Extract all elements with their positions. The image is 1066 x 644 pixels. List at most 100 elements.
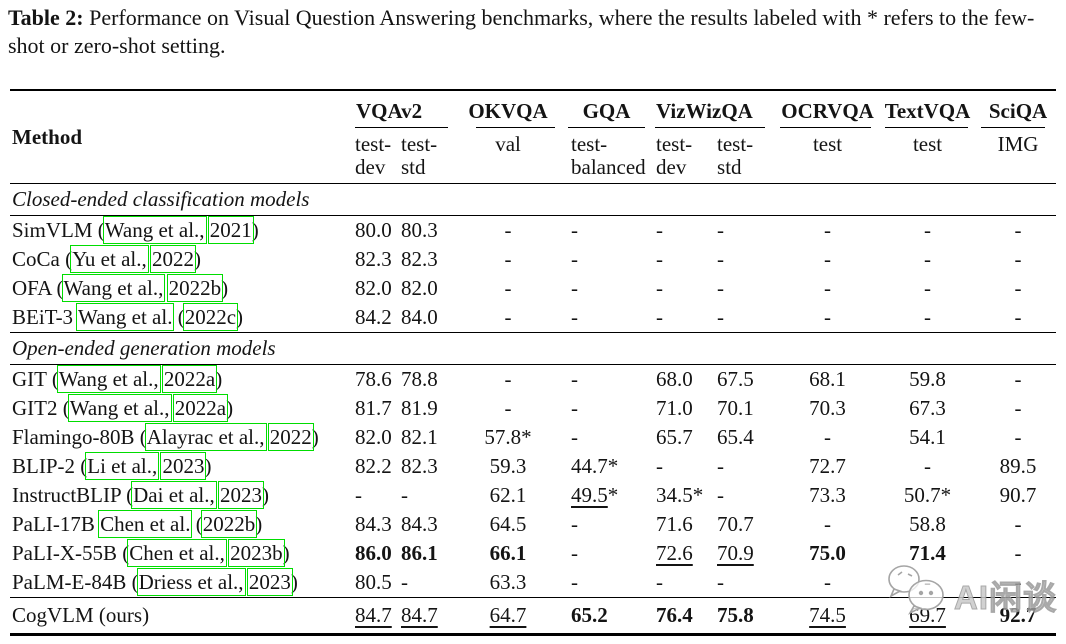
- method-cell: PaLI-17B Chen et al. (2022b): [10, 510, 353, 539]
- method-cell: GIT2 (Wang et al., 2022a): [10, 394, 353, 423]
- value-cell: -: [571, 541, 579, 565]
- value-cell: 84.0: [401, 305, 438, 329]
- value-cell: 70.3: [809, 396, 846, 420]
- method-cell: BEiT-3 Wang et al. (2022c): [10, 303, 353, 333]
- citation-box: Wang et al.,: [102, 216, 207, 244]
- group-underline-rule: [981, 127, 1046, 128]
- method-cell: Flamingo-80B (Alayrac et al., 2022): [10, 423, 353, 452]
- value-cell: -: [1014, 570, 1022, 594]
- value-cell: -: [824, 218, 832, 242]
- citation-box: 2022a: [161, 365, 218, 393]
- value-cell: -: [571, 570, 579, 594]
- group-underline-rule: [655, 127, 766, 128]
- column-subheader: test- std: [717, 132, 754, 179]
- citation-box: 2022: [267, 423, 314, 451]
- table-head: Method VQAv2 OKVQA GQA VizWizQA OCRVQA TextVQA…: [10, 90, 1057, 184]
- method-text: [265, 425, 270, 449]
- citation-box: Wang et al.,: [56, 365, 161, 393]
- value-cell: -: [504, 396, 512, 420]
- benchmark-group-header: GQA: [558, 90, 655, 128]
- value-cell: 84.3: [401, 512, 438, 536]
- value-cell: 82.3: [401, 454, 438, 478]
- value-cell: 82.0: [355, 276, 392, 300]
- citation-box: Chen et al.,: [127, 539, 227, 567]
- value-cell: 92.7: [980, 598, 1056, 635]
- value-cell: 90.7: [999, 483, 1037, 507]
- benchmark-group-label: OKVQA: [468, 99, 548, 123]
- method-text: ): [221, 276, 229, 300]
- citation-box: 2023b: [228, 539, 285, 567]
- citation-box: 2021: [207, 216, 254, 244]
- method-text: Flamingo-80B (: [12, 425, 147, 449]
- metric-value: 66.1: [489, 541, 527, 565]
- value-cell: 80.3: [401, 218, 438, 242]
- method-text: PaLI-17B: [12, 512, 101, 536]
- section-title: Closed-ended classification models: [12, 187, 310, 211]
- method-cell: InstructBLIP (Dai et al., 2023): [10, 481, 353, 510]
- citation-box: Chen et al.: [98, 510, 193, 538]
- value-cell: 86.1: [400, 539, 458, 568]
- header-split-row: test- dev test- std val test- balanced test-…: [10, 128, 1056, 184]
- value-cell: 89.5: [999, 454, 1037, 478]
- citation-box: Wang et al.: [75, 303, 175, 331]
- value-cell: -: [924, 218, 932, 242]
- value-cell: 34.5*: [656, 483, 704, 507]
- method-cell: PaLM-E-84B (Driess et al., 2023): [10, 568, 353, 598]
- value-cell: 82.0: [401, 276, 438, 300]
- method-text: ): [255, 512, 263, 536]
- table-row: BEiT-3 Wang et al. (2022c) 84.2 84.0- - - - - -…: [10, 303, 1056, 333]
- method-text: (: [190, 512, 203, 536]
- method-cell: PaLI-X-55B (Chen et al., 2023b): [10, 539, 353, 568]
- method-text: PaLM-E-84B (: [12, 570, 139, 594]
- method-text: ): [226, 396, 234, 420]
- caption-label: Table 2:: [8, 5, 84, 30]
- value-cell: -: [571, 367, 579, 391]
- value-cell: -: [1014, 396, 1022, 420]
- value-cell: -: [1014, 305, 1022, 329]
- method-text: BLIP-2 (: [12, 454, 88, 478]
- table-row: BLIP-2 (Li et al., 2023) 82.2 82.3 59.3 44.7…: [10, 452, 1056, 481]
- citation-box: 2022c: [182, 303, 239, 331]
- method-text: ): [193, 247, 201, 271]
- value-cell: 84.7: [353, 598, 400, 635]
- value-cell: 64.7: [458, 598, 558, 635]
- results-table: Method VQAv2 OKVQA GQA VizWizQA OCRVQA TextVQA…: [10, 89, 1057, 636]
- value-cell: 73.3: [809, 483, 846, 507]
- value-cell: -: [504, 367, 512, 391]
- method-cell: OFA (Wang et al., 2022b): [10, 274, 353, 303]
- table-row: PaLI-X-55B (Chen et al., 2023b) 86.0 86.1 6…: [10, 539, 1056, 568]
- benchmark-group-header: OKVQA: [458, 90, 558, 128]
- value-cell: -: [656, 276, 664, 300]
- results-table-container: Method VQAv2 OKVQA GQA VizWizQA OCRVQA TextVQA…: [10, 89, 1057, 636]
- table-body: Closed-ended classification models SimVLM…: [10, 183, 1057, 635]
- value-cell: 82.2: [355, 454, 392, 478]
- value-cell: -: [401, 483, 408, 507]
- value-cell: -: [717, 483, 725, 507]
- citation-box: 2022a: [172, 394, 229, 422]
- value-cell: -: [504, 218, 512, 242]
- benchmark-group-header: OCRVQA: [780, 90, 875, 128]
- method-text: CoCa (: [12, 247, 73, 271]
- section-header-row: Open-ended generation models: [10, 332, 1057, 365]
- citation-box: Wang et al.,: [67, 394, 172, 422]
- value-cell: -: [824, 570, 832, 594]
- value-cell: 65.7: [656, 425, 693, 449]
- value-cell: -: [504, 276, 512, 300]
- value-cell: -: [571, 512, 579, 536]
- table-row: OFA (Wang et al., 2022b) 82.0 82.0- - - - - - -: [10, 274, 1056, 303]
- value-cell: -: [1014, 276, 1022, 300]
- value-cell: -: [824, 512, 832, 536]
- value-cell: 65.2: [558, 598, 655, 635]
- table-row: GIT (Wang et al., 2022a) 78.6 78.8- -68.0 67…: [10, 365, 1056, 395]
- value-cell: 67.3: [909, 396, 946, 420]
- table-row: PaLM-E-84B (Driess et al., 2023) 80.5-63.…: [10, 568, 1056, 598]
- metric-value: 75.0: [809, 541, 846, 565]
- value-cell: 78.6: [355, 367, 392, 391]
- method-cell: SimVLM (Wang et al., 2021): [10, 216, 353, 246]
- benchmark-group-header: VQAv2: [353, 90, 458, 128]
- column-subheader: test- dev: [355, 132, 392, 179]
- metric-value: 92.7: [999, 603, 1037, 627]
- column-subheader: test: [812, 132, 843, 156]
- metric-value: 86.0: [355, 541, 392, 565]
- value-cell: -: [924, 454, 932, 478]
